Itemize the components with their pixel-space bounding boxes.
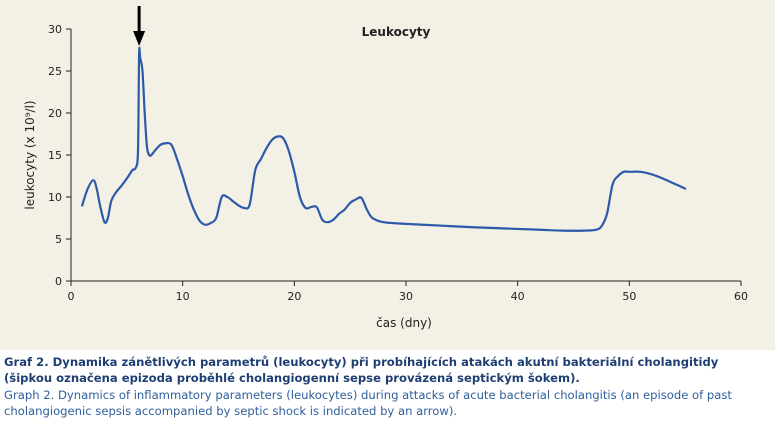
- x-tick-label: 60: [734, 290, 748, 303]
- y-tick-label: 5: [55, 233, 62, 246]
- caption-english: Graph 2. Dynamics of inflammatory parame…: [4, 388, 732, 418]
- x-axis-label: čas (dny): [376, 316, 432, 330]
- x-axis-ticks: 0 10 20 30 40 50 60: [68, 281, 748, 303]
- leukocyte-chart: 0 5 10 15 20 25 30 0 10 20 30 40 50 60 Leukocyty čas…: [23, 6, 748, 330]
- y-tick-label: 10: [48, 191, 62, 204]
- y-tick-label: 15: [48, 149, 62, 162]
- x-tick-label: 0: [68, 290, 75, 303]
- x-tick-label: 20: [287, 290, 301, 303]
- leukocyte-series-line: [81, 46, 687, 232]
- y-tick-label: 0: [55, 275, 62, 288]
- y-tick-label: 20: [48, 107, 62, 120]
- y-tick-label: 25: [48, 65, 62, 78]
- x-tick-label: 50: [622, 290, 636, 303]
- y-axis-ticks: 0 5 10 15 20 25 30: [48, 23, 71, 288]
- x-tick-label: 40: [511, 290, 525, 303]
- arrow-annotation: [133, 6, 146, 46]
- y-tick-label: 30: [48, 23, 62, 36]
- x-tick-label: 30: [399, 290, 413, 303]
- series-layer: [81, 46, 687, 232]
- y-axis-label: leukocyty (x 10⁹/l): [23, 100, 37, 209]
- caption-czech: Graf 2. Dynamika zánětlivých parametrů (…: [4, 355, 719, 385]
- chart-area: 0 5 10 15 20 25 30 0 10 20 30 40 50 60 Leukocyty čas…: [23, 6, 748, 330]
- figure-caption: Graf 2. Dynamika zánětlivých parametrů (…: [0, 350, 775, 432]
- chart-title: Leukocyty: [362, 25, 431, 39]
- arrow-head: [133, 31, 146, 46]
- x-tick-label: 10: [176, 290, 190, 303]
